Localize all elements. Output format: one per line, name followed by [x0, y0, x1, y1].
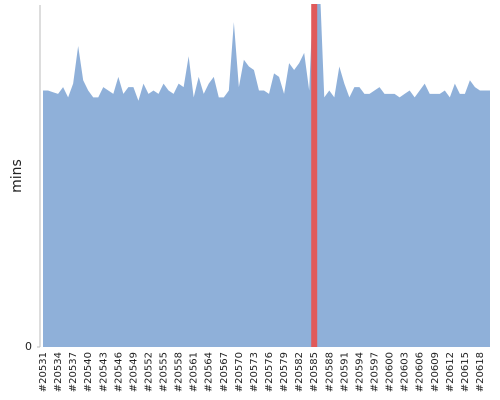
x-tick-label: #20597 — [369, 352, 380, 392]
y-tick-label: 0 — [25, 340, 32, 353]
x-tick-label: #20603 — [400, 352, 411, 392]
x-tick-label: #20591 — [339, 352, 350, 392]
plot — [43, 4, 490, 347]
x-tick-label: #20558 — [174, 352, 185, 392]
x-tick-label: #20561 — [189, 352, 200, 392]
x-tick-label: #20594 — [354, 352, 365, 392]
x-tick-label: #20567 — [219, 352, 230, 392]
x-tick-label: #20555 — [159, 352, 170, 392]
x-tick-label: #20618 — [475, 352, 486, 392]
x-tick-label: #20576 — [264, 352, 275, 392]
x-tick-label: #20534 — [53, 352, 64, 392]
x-tick-label: #20609 — [430, 352, 441, 392]
y-axis-label: mins — [9, 159, 25, 193]
x-tick-label: #20579 — [279, 352, 290, 392]
x-tick-label: #20549 — [128, 352, 139, 392]
x-tick-label: #20546 — [113, 352, 124, 392]
area — [43, 4, 490, 347]
x-tick-label: #20540 — [83, 352, 94, 392]
x-tick-label: #20612 — [445, 352, 456, 392]
x-tick-label: #20531 — [38, 352, 49, 392]
x-tick-label: #20552 — [143, 352, 154, 392]
x-tick-label: #20588 — [324, 352, 335, 392]
x-tick-label: #20570 — [234, 352, 245, 392]
x-tick-label: #20564 — [204, 352, 215, 392]
x-tick-label: #20573 — [249, 352, 260, 392]
x-tick-label: #20600 — [385, 352, 396, 392]
x-tick-label: #20582 — [294, 352, 305, 392]
x-tick-label: #20606 — [415, 352, 426, 392]
x-tick-label: #20543 — [98, 352, 109, 392]
x-tick-label: #20615 — [460, 352, 471, 392]
x-tick-label: #20585 — [309, 352, 320, 392]
x-tick-label: #20537 — [68, 352, 79, 392]
